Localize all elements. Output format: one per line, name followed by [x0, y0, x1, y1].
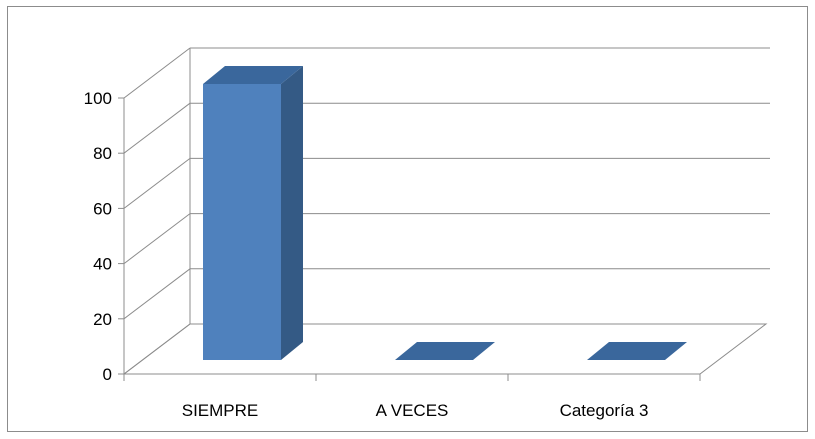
y-tick-label: 0	[103, 365, 112, 384]
side-gridline	[123, 213, 191, 264]
bar-top	[203, 66, 303, 84]
x-category-label: A VECES	[376, 401, 449, 420]
side-gridline	[123, 268, 191, 320]
y-tick-label: 100	[84, 89, 112, 108]
bar-0	[203, 66, 303, 360]
x-category-label: Categoría 3	[560, 401, 649, 420]
bar-top	[395, 342, 495, 360]
y-tick-label: 20	[93, 310, 112, 329]
axis-layer	[118, 97, 701, 381]
y-tick-label: 40	[93, 255, 112, 274]
label-layer: 0 20 40 60 80 100 SIEMPRE A VECES Categoría 3	[84, 89, 649, 420]
bar-top	[587, 342, 687, 360]
y-tick-label: 60	[93, 199, 112, 218]
side-gridline	[123, 158, 191, 209]
y-tick-label: 80	[93, 144, 112, 163]
side-gridline	[123, 102, 191, 154]
bar-2	[587, 342, 687, 360]
bar-side	[281, 66, 303, 360]
side-gridline	[123, 47, 191, 99]
bar-front	[203, 84, 281, 360]
bar-1	[395, 342, 495, 360]
x-category-label: SIEMPRE	[182, 401, 259, 420]
bar-layer	[203, 66, 687, 360]
